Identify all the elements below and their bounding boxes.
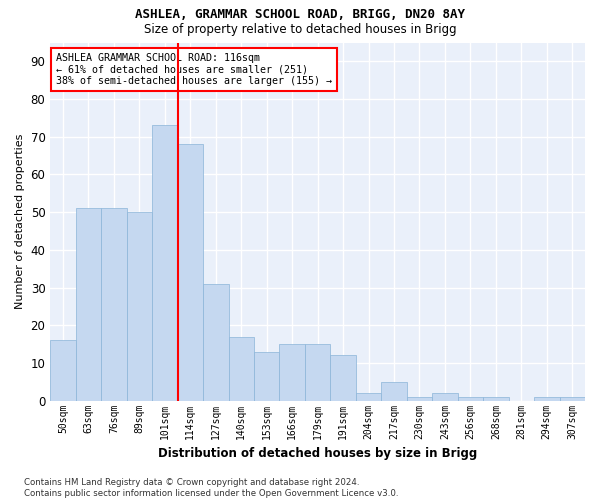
- Bar: [50, 340, 76, 400]
- Bar: [254, 352, 280, 401]
- Bar: [101, 208, 127, 400]
- Text: ASHLEA, GRAMMAR SCHOOL ROAD, BRIGG, DN20 8AY: ASHLEA, GRAMMAR SCHOOL ROAD, BRIGG, DN20…: [135, 8, 465, 20]
- Bar: [229, 336, 254, 400]
- Bar: [458, 397, 483, 400]
- Bar: [331, 356, 356, 401]
- Bar: [483, 397, 509, 400]
- Bar: [382, 382, 407, 400]
- Bar: [305, 344, 331, 401]
- Bar: [356, 393, 382, 400]
- Bar: [432, 393, 458, 400]
- Bar: [178, 144, 203, 400]
- X-axis label: Distribution of detached houses by size in Brigg: Distribution of detached houses by size …: [158, 447, 477, 460]
- Bar: [560, 397, 585, 400]
- Bar: [534, 397, 560, 400]
- Bar: [76, 208, 101, 400]
- Text: Size of property relative to detached houses in Brigg: Size of property relative to detached ho…: [143, 22, 457, 36]
- Bar: [407, 397, 432, 400]
- Bar: [280, 344, 305, 401]
- Text: ASHLEA GRAMMAR SCHOOL ROAD: 116sqm
← 61% of detached houses are smaller (251)
38: ASHLEA GRAMMAR SCHOOL ROAD: 116sqm ← 61%…: [56, 53, 332, 86]
- Text: Contains HM Land Registry data © Crown copyright and database right 2024.
Contai: Contains HM Land Registry data © Crown c…: [24, 478, 398, 498]
- Y-axis label: Number of detached properties: Number of detached properties: [15, 134, 25, 310]
- Bar: [203, 284, 229, 401]
- Bar: [127, 212, 152, 400]
- Bar: [152, 126, 178, 400]
